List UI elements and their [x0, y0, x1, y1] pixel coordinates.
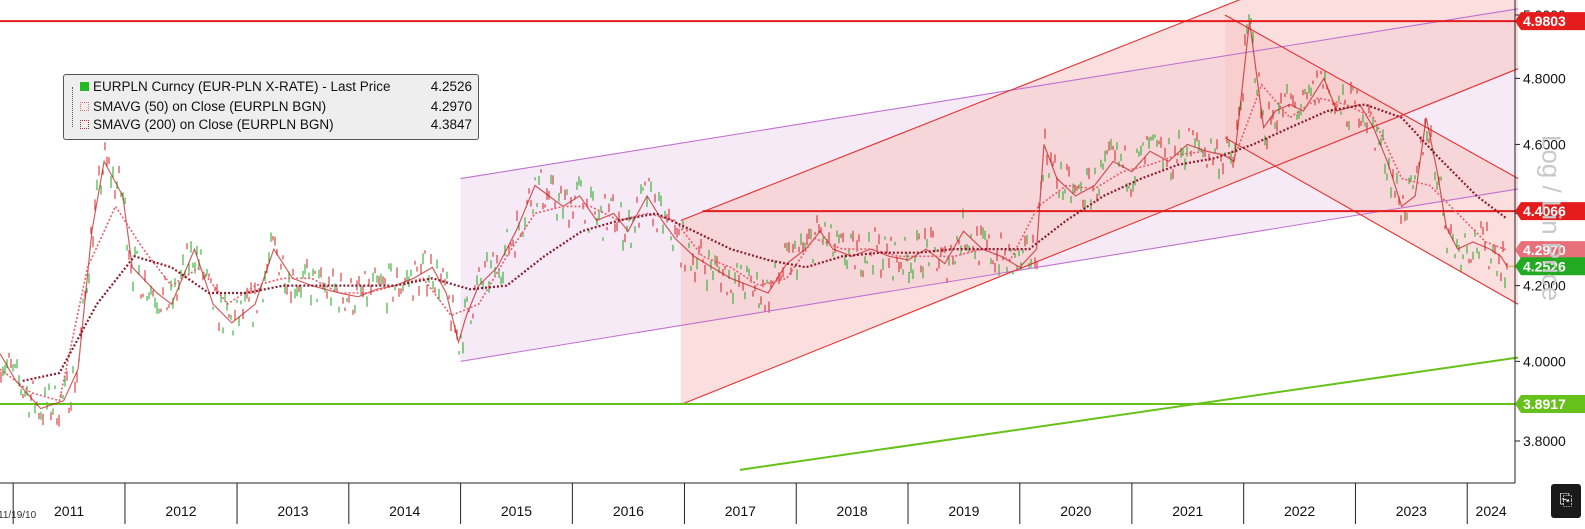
price-badge: 4.4066	[1515, 202, 1585, 221]
legend-item-sma200[interactable]: SMAVG (200) on Close (EURPLN BGN) 4.3847	[80, 116, 472, 134]
x-tick-label: 2014	[389, 503, 420, 519]
channel-0-lower-line	[460, 188, 1519, 362]
price-badge-label: 4.4066	[1523, 203, 1566, 219]
legend-swatch-last-price	[80, 82, 89, 91]
y-tick-label: 4.2000	[1523, 278, 1566, 294]
legend-value: 4.2970	[430, 99, 472, 114]
legend-value: 4.3847	[430, 117, 472, 132]
overlay-lines	[0, 0, 1519, 471]
price-badge: 4.2526	[1515, 257, 1585, 276]
x-tick-label: 2021	[1172, 503, 1203, 519]
x-tick-label: 2022	[1284, 503, 1315, 519]
channel-2-upper-line	[1224, 14, 1519, 180]
legend-swatch-sma50	[80, 102, 89, 111]
x-tick-label: 2016	[613, 503, 644, 519]
channel-1-upper-line	[680, 0, 1241, 222]
legend-tree-connector	[72, 87, 74, 127]
price-badge: 4.9803	[1515, 12, 1585, 31]
legend-label: SMAVG (200) on Close (EURPLN BGN)	[93, 117, 334, 132]
chart-legend: EURPLN Curncy (EUR-PLN X-RATE) - Last Pr…	[63, 74, 479, 140]
x-tick-label: 2013	[277, 503, 308, 519]
axes: 4.20004.40004.60004.80005.00003.80004.00…	[0, 0, 1566, 524]
y-tick-label: 4.0000	[1523, 353, 1566, 369]
series-sma200-line	[22, 103, 1508, 382]
price-badge: 4.2970	[1515, 241, 1585, 260]
x-tick-label: 2015	[501, 503, 532, 519]
price-badge-bg	[1515, 241, 1585, 260]
x-tick-label: 2017	[725, 503, 756, 519]
price-badge-label: 4.2526	[1523, 258, 1566, 274]
y-tick-label: 4.6000	[1523, 136, 1566, 152]
price-badge-bg	[1515, 257, 1585, 276]
legend-label: SMAVG (50) on Close (EURPLN BGN)	[93, 99, 327, 114]
price-badge: 3.8917	[1515, 394, 1585, 413]
channel-fills	[460, 0, 1519, 405]
x-tick-label: 2018	[837, 503, 868, 519]
y-tick-label: 3.8000	[1523, 433, 1566, 449]
series-lines	[0, 21, 1515, 410]
channel-2-lower-line	[1224, 137, 1519, 305]
price-badge-label: 4.2970	[1523, 242, 1566, 258]
price-badge-bg	[1515, 202, 1585, 221]
trend-line-0	[739, 356, 1519, 471]
series-last-price-line	[0, 21, 1508, 410]
x-tick-label: 2024	[1476, 503, 1507, 519]
x-tick-label: 2011	[54, 503, 84, 519]
x-tick-label: 2019	[948, 503, 979, 519]
series-sma50-line	[0, 83, 1508, 402]
x-tick-label: 2023	[1396, 503, 1427, 519]
y-tick-label: 4.8000	[1523, 70, 1566, 86]
channel-fill-2	[1225, 15, 1519, 305]
price-badge-bg	[1515, 12, 1585, 31]
export-icon[interactable]: ⎘	[1551, 484, 1581, 518]
price-badge-bg	[1515, 394, 1585, 413]
start-date-label: 11/19/10	[0, 510, 37, 521]
y-axis-title-text: Log / Lin Price	[1536, 134, 1567, 302]
price-badge-label: 4.9803	[1523, 13, 1566, 29]
legend-value: 4.2526	[430, 79, 472, 94]
channel-1-lower-line	[680, 68, 1519, 406]
x-tick-label: 2020	[1060, 503, 1091, 519]
x-tick-label: 2012	[165, 503, 196, 519]
legend-swatch-sma200	[80, 120, 89, 129]
legend-item-last-price[interactable]: EURPLN Curncy (EUR-PLN X-RATE) - Last Pr…	[80, 78, 472, 96]
legend-item-sma50[interactable]: SMAVG (50) on Close (EURPLN BGN) 4.2970	[80, 98, 472, 116]
legend-label: EURPLN Curncy (EUR-PLN X-RATE) - Last Pr…	[93, 79, 391, 94]
y-axis-title: Log / Lin Price	[1535, 118, 1567, 318]
channel-0-upper-line	[460, 8, 1519, 180]
price-badge-label: 3.8917	[1523, 396, 1566, 412]
